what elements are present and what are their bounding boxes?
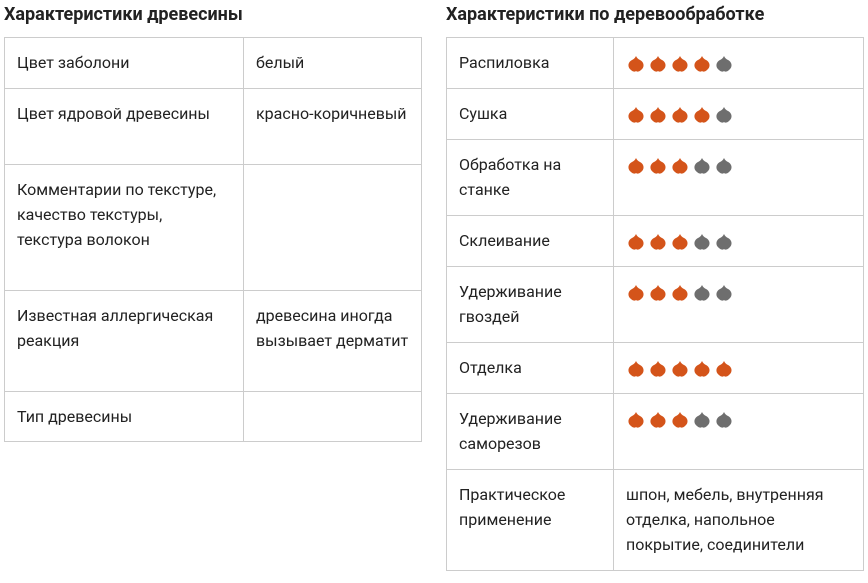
table-row: Тип древесины (4, 391, 422, 442)
table-cell: древесина иногда вызывает дерматит (243, 290, 422, 392)
table-row: Практическое применение шпон, мебель, вну… (446, 469, 864, 571)
table-cell: Цвет заболони (4, 37, 244, 89)
leaf-filled (650, 106, 666, 123)
leaf-filled (628, 360, 644, 377)
leaf-filled (628, 284, 644, 301)
leaf-filled (694, 360, 710, 377)
table-row: Цвет заболони белый (4, 37, 422, 89)
leaf-filled (628, 106, 644, 123)
table-cell: белый (243, 37, 422, 89)
leaf-empty (716, 55, 732, 72)
table-row: Сушка (446, 88, 864, 140)
rating-cell (613, 342, 864, 394)
table-row: Склеивание (446, 215, 864, 267)
table-cell: Распиловка (446, 37, 614, 89)
table-row: Комментарии по текстуре, качество тексту… (4, 164, 422, 291)
leaf-empty (694, 233, 710, 250)
leaf-filled (672, 360, 688, 377)
leaf-filled (672, 157, 688, 174)
table-row: Цвет ядровой древесины красно-коричневый (4, 88, 422, 165)
leaf-filled (628, 411, 644, 428)
table-cell (243, 391, 422, 442)
leaf-empty (716, 157, 732, 174)
leaf-filled (672, 106, 688, 123)
table-cell: Комментарии по текстуре, качество тексту… (4, 164, 244, 291)
rating-cell (613, 139, 864, 216)
rating-cell (613, 215, 864, 267)
leaf-filled (716, 360, 732, 377)
table-cell (243, 164, 422, 291)
wood-table: Цвет заболони белый Цвет ядровой древесины… (4, 37, 422, 442)
leaf-empty (716, 411, 732, 428)
table-cell: Тип древесины (4, 391, 244, 442)
table-cell: шпон, мебель, внутренняя отделка, наполь… (613, 469, 864, 571)
leaf-filled (672, 284, 688, 301)
leaf-empty (694, 411, 710, 428)
table-cell: Обработка на станке (446, 139, 614, 216)
leaf-empty (716, 284, 732, 301)
work-table: Распиловка Сушка Обработка на станке Склеив… (446, 37, 864, 571)
leaf-filled (650, 411, 666, 428)
table-row: Удерживание саморезов (446, 393, 864, 470)
section-title: Характеристики древесины (4, 4, 243, 25)
rating-cell (613, 88, 864, 140)
table-cell: Известная аллергическая реакция (4, 290, 244, 392)
leaf-filled (672, 411, 688, 428)
table-cell: Цвет ядровой древесины (4, 88, 244, 165)
table-row: Отделка (446, 342, 864, 394)
rating-cell (613, 266, 864, 343)
leaf-filled (628, 157, 644, 174)
leaf-empty (716, 106, 732, 123)
leaf-empty (716, 233, 732, 250)
table-row: Известная аллергическая реакция древесина… (4, 290, 422, 392)
table-cell: Удерживание саморезов (446, 393, 614, 470)
rating-cell (613, 393, 864, 470)
leaf-empty (694, 157, 710, 174)
leaf-filled (650, 360, 666, 377)
leaf-filled (672, 233, 688, 250)
table-row: Обработка на станке (446, 139, 864, 216)
leaf-filled (650, 233, 666, 250)
leaf-filled (672, 55, 688, 72)
leaf-filled (628, 233, 644, 250)
leaf-filled (628, 55, 644, 72)
table-row: Удерживание гвоздей (446, 266, 864, 343)
table-cell: красно-коричневый (243, 88, 422, 165)
leaf-filled (650, 284, 666, 301)
table-row: Распиловка (446, 37, 864, 89)
table-cell: Отделка (446, 342, 614, 394)
table-cell: Удерживание гвоздей (446, 266, 614, 343)
rating-cell (613, 37, 864, 89)
leaf-filled (650, 55, 666, 72)
leaf-filled (650, 157, 666, 174)
table-cell: Склеивание (446, 215, 614, 267)
leaf-empty (694, 284, 710, 301)
table-cell: Сушка (446, 88, 614, 140)
leaf-filled (694, 106, 710, 123)
leaf-filled (694, 55, 710, 72)
section-title: Характеристики по деревообработке (446, 4, 765, 25)
table-cell: Практическое применение (446, 469, 614, 571)
